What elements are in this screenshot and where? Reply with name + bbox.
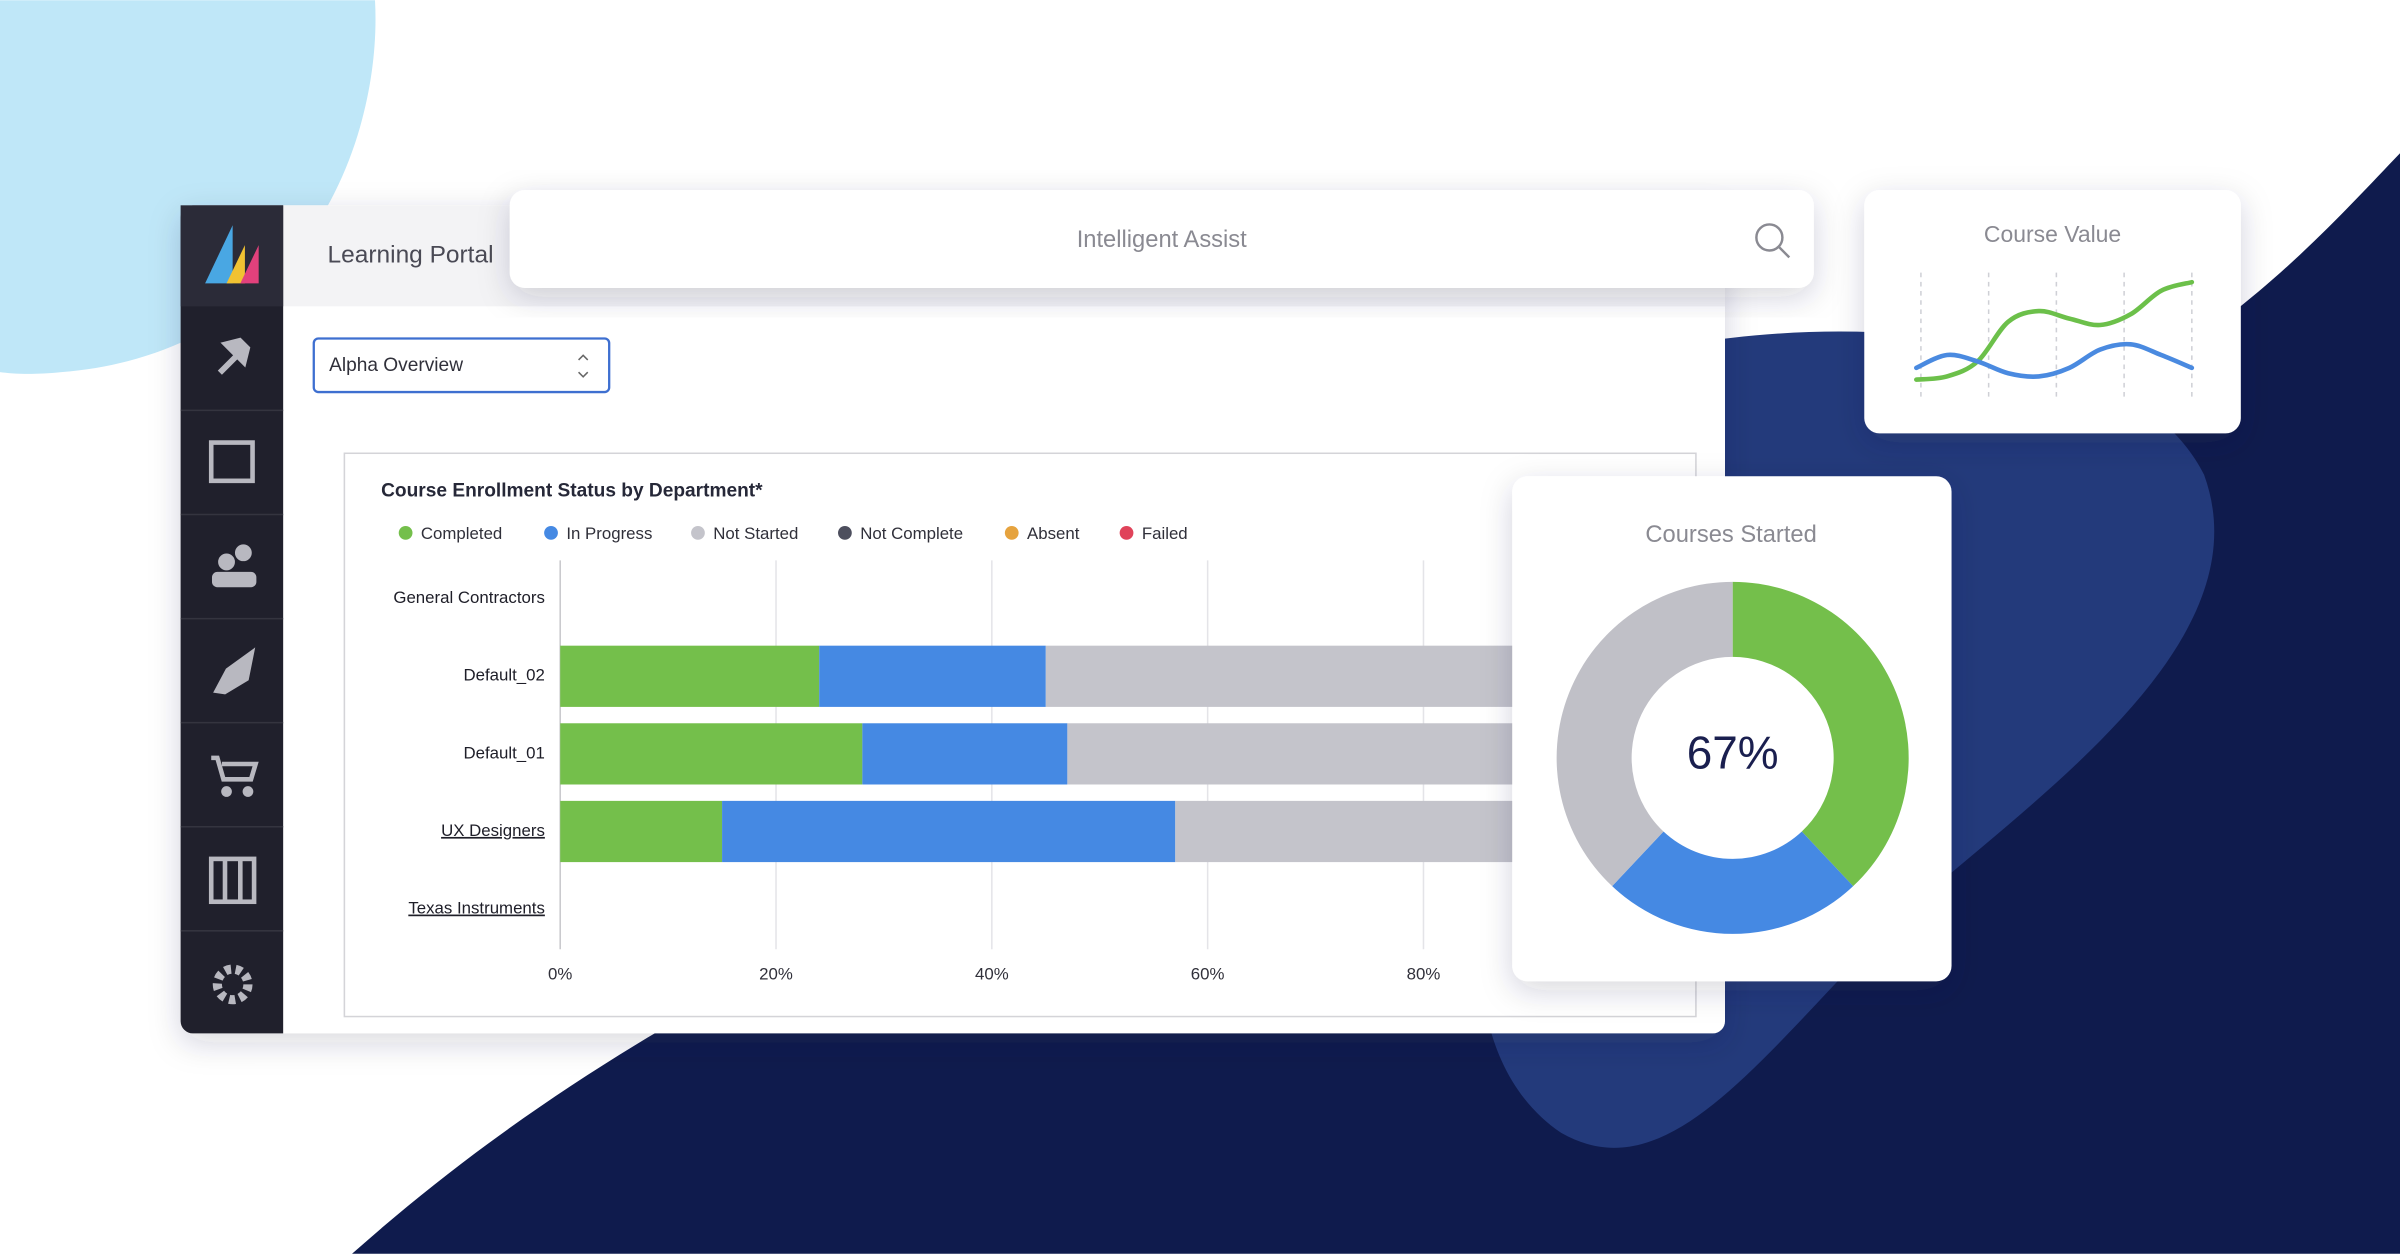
cart-icon[interactable]	[221, 786, 232, 797]
course-value-chart: Course Value	[1914, 221, 2195, 402]
y-tick-label[interactable]: Texas Instruments	[408, 899, 545, 918]
y-tick-label: Default_01	[463, 743, 544, 762]
bar-segment	[862, 723, 1068, 785]
search-icon[interactable]	[1755, 223, 1784, 252]
center-label: 67%	[1687, 726, 1779, 778]
dropdown-arrows[interactable]	[578, 354, 589, 378]
legend-marker	[838, 525, 852, 540]
logo-part	[226, 245, 245, 284]
bar-segment	[560, 645, 820, 707]
x-tick-label: 80%	[1407, 965, 1441, 984]
pie-slice	[1732, 581, 1909, 887]
bar-segment	[819, 645, 1046, 707]
legend-marker	[691, 525, 705, 540]
legend-label: Failed	[1142, 524, 1188, 543]
pie-slice	[1612, 831, 1854, 934]
search-icon[interactable]	[1777, 245, 1791, 259]
legend-marker	[398, 525, 413, 540]
legend-label: Not Complete	[860, 524, 963, 543]
line-series	[1914, 279, 2195, 382]
columns-icon[interactable]	[208, 856, 257, 905]
legend-marker	[1004, 525, 1019, 540]
rocket-icon[interactable]	[213, 647, 256, 695]
legend-label: In Progress	[566, 524, 652, 543]
legend-marker	[1119, 525, 1134, 540]
x-tick-label: 40%	[975, 965, 1009, 984]
pie-slice	[1556, 581, 1733, 887]
users-icon[interactable]	[218, 553, 235, 571]
pin-icon[interactable]	[217, 337, 251, 375]
edit-icon[interactable]	[208, 440, 255, 484]
users-icon[interactable]	[234, 544, 252, 562]
logo-part	[240, 245, 259, 284]
sidebar-icons	[180, 337, 284, 1005]
blob-light	[0, 0, 376, 374]
settings-icon[interactable]	[212, 964, 253, 1005]
chart-title: Course Enrollment Status by Department*	[381, 481, 763, 502]
bar-segment	[560, 723, 863, 785]
search-placeholder[interactable]: Intelligent Assist	[1077, 227, 1247, 253]
search-bar[interactable]	[509, 190, 1814, 288]
line-series	[1914, 341, 2195, 379]
x-tick-label: 20%	[759, 965, 793, 984]
portal-title: Learning Portal	[328, 241, 494, 268]
logo-part	[205, 225, 233, 284]
courses-started-chart: Courses Started 67%	[1556, 522, 1909, 934]
x-tick-label: 60%	[1191, 965, 1225, 984]
users-icon[interactable]	[211, 571, 257, 588]
bar-segment	[560, 800, 723, 863]
dropdown[interactable]	[312, 337, 611, 394]
cart-icon[interactable]	[211, 755, 259, 782]
bar-segment	[722, 800, 1176, 863]
y-tick-label: General Contractors	[393, 588, 545, 607]
y-tick-label: Default_02	[463, 666, 544, 685]
x-tick-label: 0%	[548, 965, 572, 984]
search-box[interactable]	[509, 190, 1814, 288]
dropdown-value[interactable]: Alpha Overview	[329, 355, 463, 376]
cart-icon[interactable]	[242, 786, 254, 797]
y-tick-label[interactable]: UX Designers	[441, 821, 545, 840]
card-title: Course Value	[1984, 221, 2121, 247]
legend-label: Not Started	[713, 524, 798, 543]
card-title: Courses Started	[1645, 522, 1816, 548]
legend-label: Completed	[421, 524, 502, 543]
legend-label: Absent	[1027, 524, 1080, 543]
legend-marker	[544, 525, 558, 540]
